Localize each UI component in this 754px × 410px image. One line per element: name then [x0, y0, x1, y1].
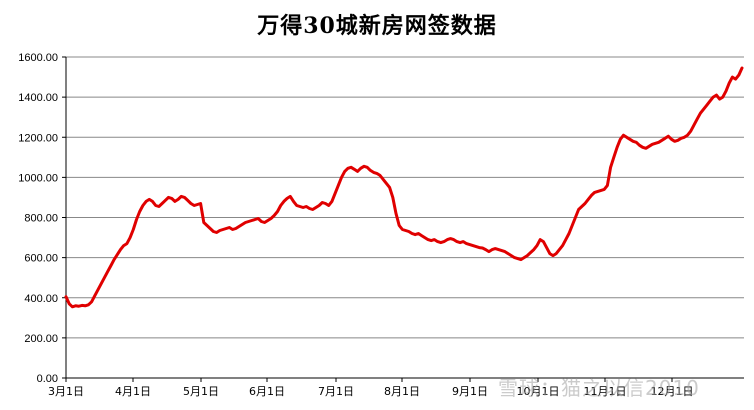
x-tick-label: 9月1日 [452, 385, 488, 398]
y-tick-label: 0.00 [37, 373, 58, 385]
x-tick-label: 4月1日 [115, 385, 151, 398]
y-tick-label: 1600.00 [18, 52, 58, 64]
y-tick-label: 400.00 [24, 293, 58, 305]
x-tick-label: 10月1日 [517, 385, 560, 398]
x-tick-label: 7月1日 [318, 385, 354, 398]
y-tick-labels: 0.00 200.00 400.00 600.00 800.00 1000.00 1200.… [18, 52, 58, 385]
chart-title: 万得30城新房网签数据 [257, 13, 497, 39]
y-tick-label: 800.00 [24, 213, 58, 225]
x-tick-label: 6月1日 [249, 385, 285, 398]
series-line [64, 66, 744, 309]
y-tick-label: 200.00 [24, 333, 58, 345]
series-layer [64, 66, 744, 309]
gridlines [66, 56, 744, 379]
x-tick-label: 11月1日 [584, 385, 627, 398]
x-tick-label: 12月1日 [651, 385, 694, 398]
x-tick-labels: 3月1日 4月1日 5月1日 6月1日 7月1日 8月1日 9月1日 10月1日 11月1日 12… [48, 385, 694, 398]
x-tick-label: 8月1日 [384, 385, 420, 398]
y-tick-label: 1400.00 [18, 92, 58, 104]
y-tick-label: 600.00 [24, 253, 58, 265]
x-tick-label: 3月1日 [48, 385, 84, 398]
watermark-text: 雪球：猫之以信2010 [498, 376, 700, 400]
y-tick-label: 1200.00 [18, 132, 58, 144]
axes [62, 56, 744, 382]
y-tick-label: 1000.00 [18, 172, 58, 184]
x-tick-label: 5月1日 [183, 385, 219, 398]
